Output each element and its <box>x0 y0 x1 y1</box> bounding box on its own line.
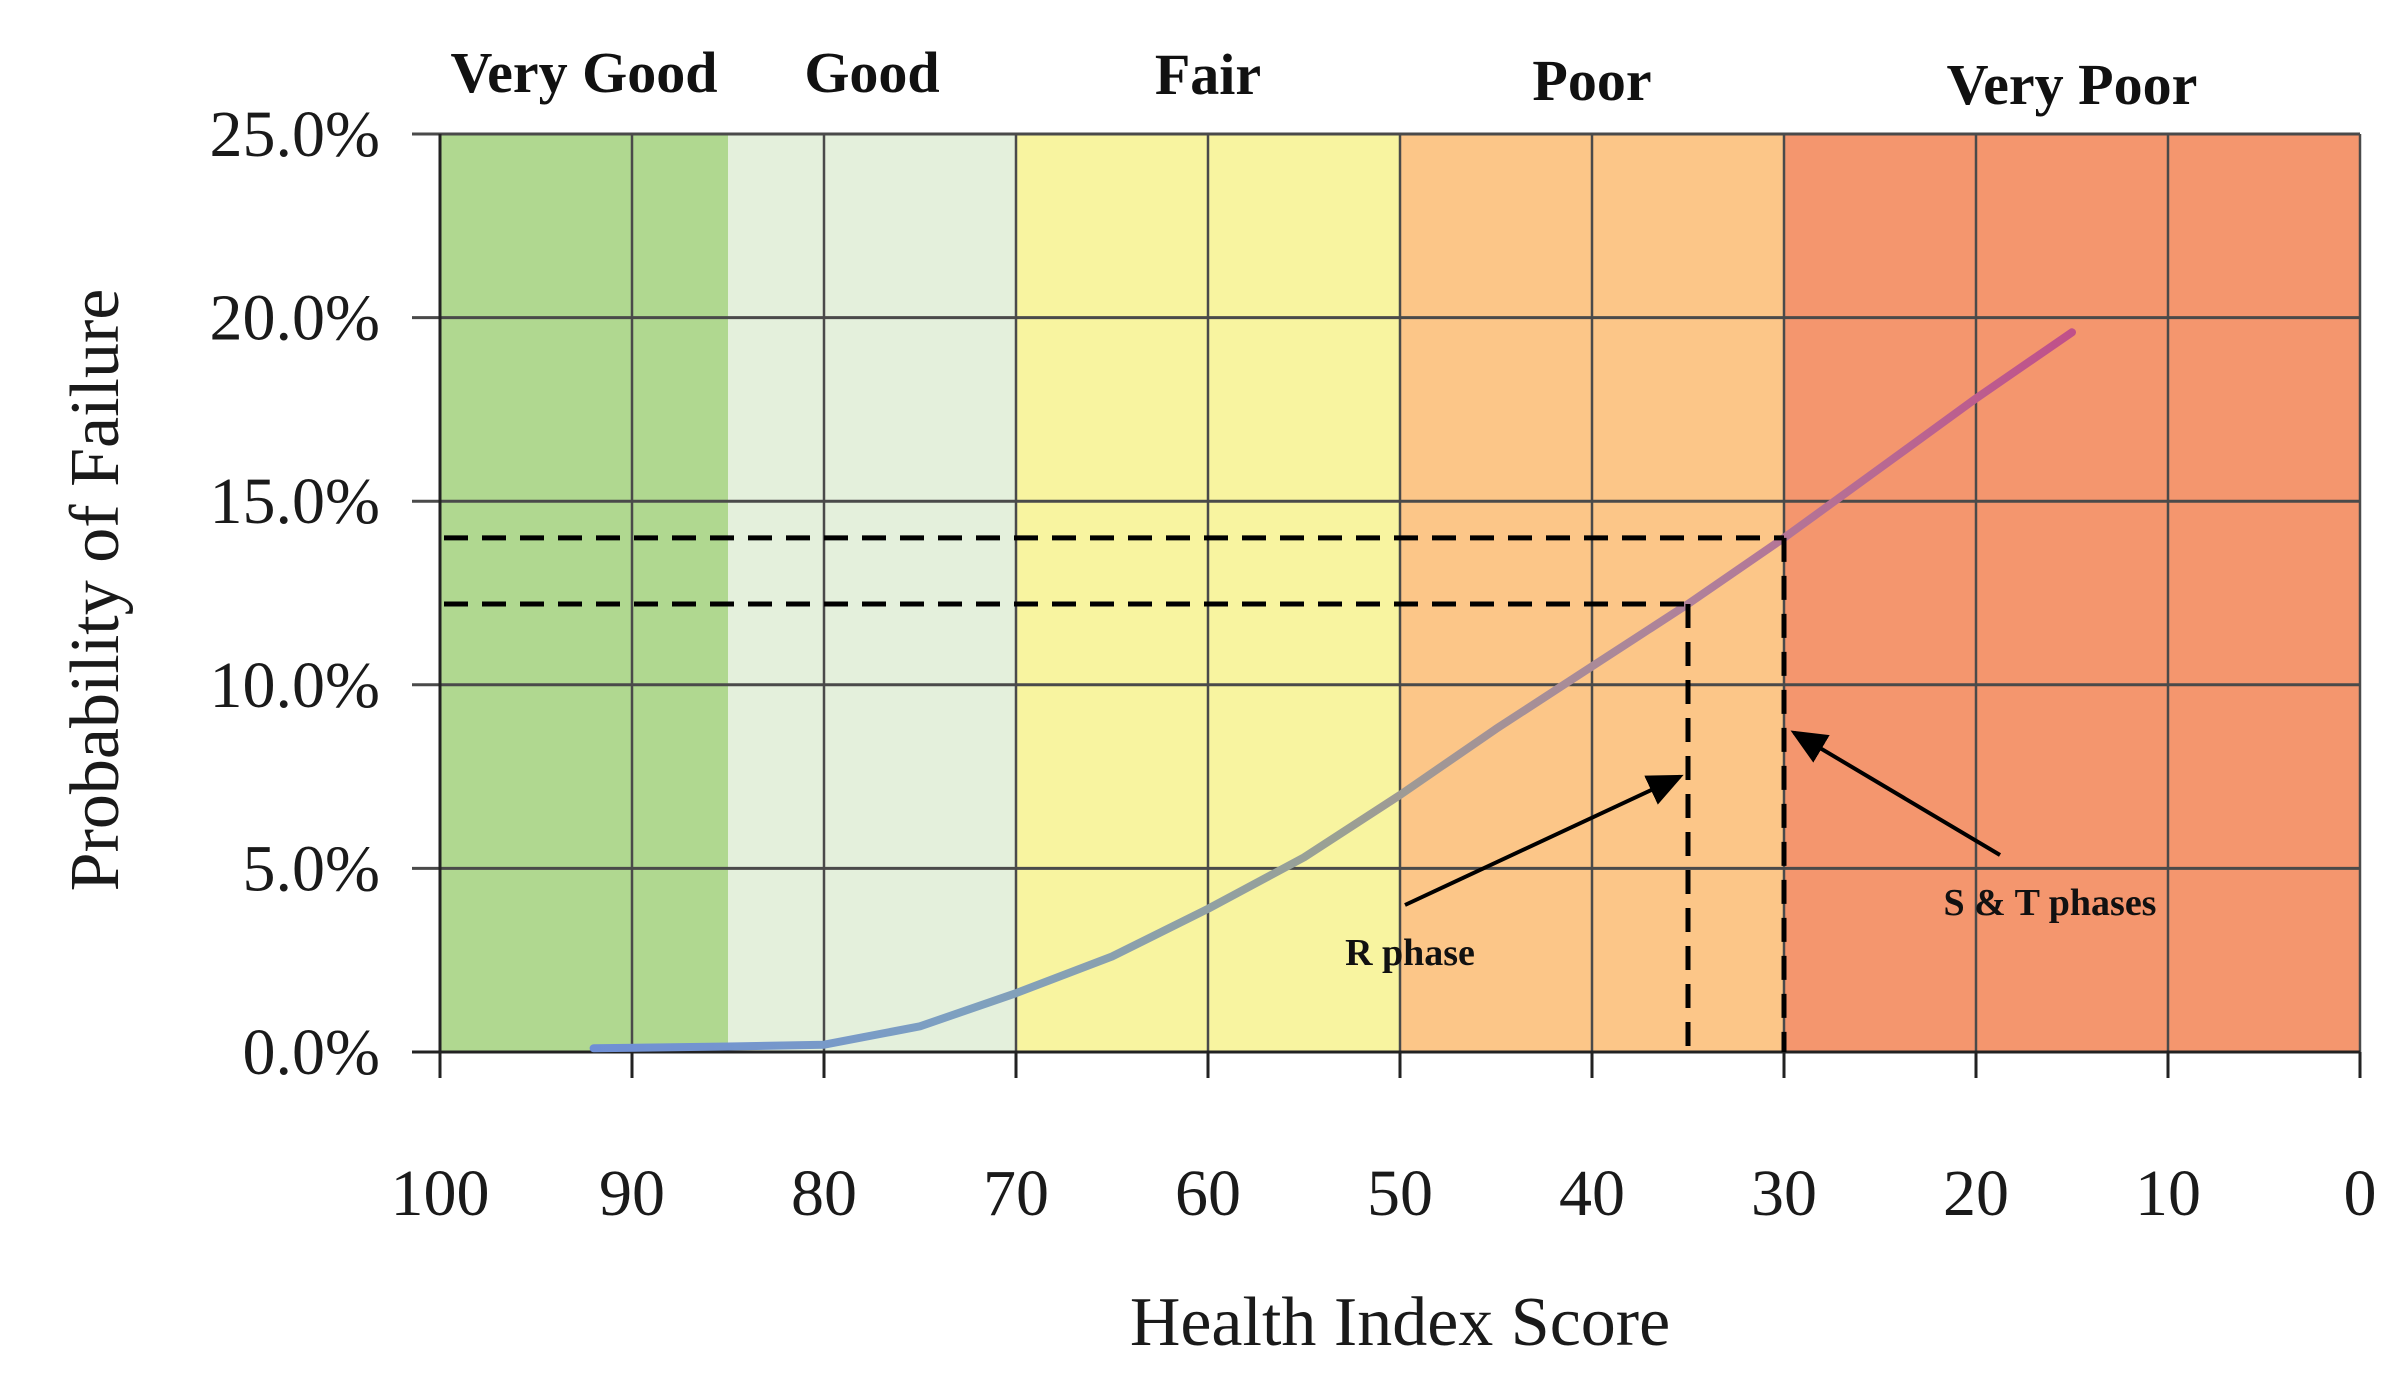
x-tick-label: 80 <box>791 1157 857 1230</box>
probability-curve <box>589 328 2076 1053</box>
x-tick-label: 60 <box>1175 1157 1241 1230</box>
y-tick-label: 15.0% <box>210 465 380 538</box>
y-tick-label: 25.0% <box>210 98 380 171</box>
band-label: Poor <box>1532 48 1651 113</box>
band-label: Good <box>804 40 939 105</box>
x-tick-label: 70 <box>983 1157 1049 1230</box>
band-label: Very Good <box>451 40 718 105</box>
x-tick-label: 20 <box>1943 1157 2009 1230</box>
x-tick-label: 100 <box>391 1157 490 1230</box>
band-label: Very Poor <box>1947 52 2198 117</box>
x-tick-label: 10 <box>2135 1157 2201 1230</box>
x-axis-title: Health Index Score <box>1130 1284 1670 1361</box>
annotation-arrow <box>1790 730 2002 857</box>
annotation-arrow <box>1404 774 1684 907</box>
y-tick-label: 0.0% <box>243 1016 380 1089</box>
x-tick-label: 0 <box>2344 1157 2377 1230</box>
reference-lines <box>444 535 2002 1052</box>
annotation-label: R phase <box>1345 932 1475 974</box>
annotation-label: S & T phases <box>1944 882 2157 924</box>
band-very-poor <box>1784 134 2360 1052</box>
x-tick-label: 90 <box>599 1157 665 1230</box>
band-good <box>728 134 1016 1052</box>
series-layer <box>589 328 2076 1053</box>
y-tick-label: 20.0% <box>210 282 380 355</box>
label-layer: Very Good Good Fair Poor Very Poor R phase S &… <box>451 40 2198 974</box>
axes: 0.0%5.0%10.0%15.0%20.0%25.0%100 90 80 70 60 5… <box>210 98 2377 1230</box>
y-axis-title: Probability of Failure <box>57 289 134 892</box>
x-tick-label: 30 <box>1751 1157 1817 1230</box>
band-very-good <box>440 134 728 1052</box>
y-tick-label: 10.0% <box>210 649 380 722</box>
x-tick-label: 40 <box>1559 1157 1625 1230</box>
y-tick-label: 5.0% <box>243 832 380 905</box>
x-tick-label: 50 <box>1367 1157 1433 1230</box>
band-label: Fair <box>1155 42 1261 107</box>
